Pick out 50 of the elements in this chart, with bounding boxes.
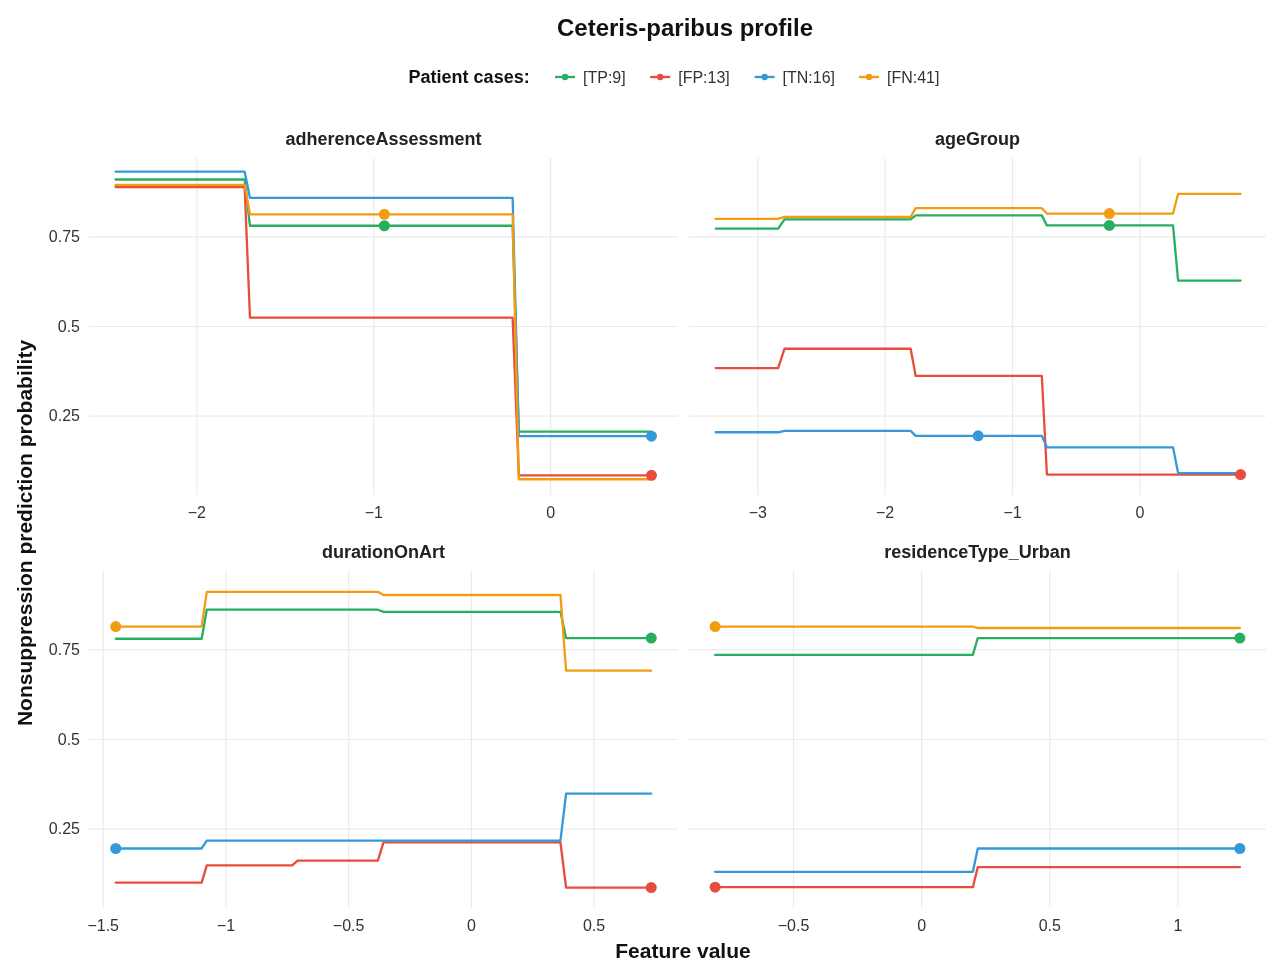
point — [1103, 219, 1115, 231]
x-tick-label: −2 — [187, 504, 207, 521]
point — [709, 621, 721, 633]
x-tick-label: −1.5 — [87, 917, 120, 934]
y-tick-label: 0.75 — [48, 640, 81, 658]
x-tick-label: 0.5 — [1038, 917, 1061, 934]
y-tick-label: 0.5 — [57, 317, 81, 335]
x-tick-label: −2 — [876, 504, 895, 521]
y-tick-label: 0.25 — [48, 407, 81, 425]
x-tick-label: 1 — [1173, 917, 1183, 934]
chart-title: Ceteris-paribus profile — [556, 14, 814, 41]
x-axis-title: Feature value — [615, 939, 751, 958]
x-tick-label: 0 — [1135, 504, 1145, 521]
chart-subtitle: ageGroup — [934, 129, 1021, 149]
x-tick-label: −0.5 — [777, 917, 810, 934]
chart-subtitle: durationOnArt — [322, 542, 445, 562]
point — [645, 882, 657, 894]
point — [110, 621, 122, 633]
x-tick-label: 0 — [917, 917, 927, 934]
legend-label: [FN:41] — [887, 69, 940, 86]
point — [1234, 632, 1246, 644]
point — [1234, 842, 1246, 854]
point — [378, 220, 390, 232]
legend-label: [FP:13] — [678, 69, 730, 86]
legend-label: [TP:9] — [583, 69, 626, 86]
point — [972, 430, 984, 442]
chart-subtitle: residenceType_Urban — [884, 542, 1071, 562]
point — [645, 430, 657, 442]
x-tick-label: 0 — [546, 504, 556, 521]
point — [709, 881, 721, 893]
point — [645, 632, 657, 644]
y-tick-label: 0.5 — [57, 730, 81, 748]
point — [1103, 208, 1115, 220]
point — [645, 469, 657, 481]
legend-label: [TN:16] — [782, 69, 836, 86]
point — [110, 842, 122, 854]
y-tick-label: 0.25 — [48, 820, 81, 838]
x-tick-label: −1 — [216, 917, 236, 934]
y-tick-label: 0.75 — [48, 227, 81, 245]
x-tick-label: −1 — [1003, 504, 1022, 521]
x-tick-label: −3 — [748, 504, 767, 521]
chart-subtitle: adherenceAssessment — [285, 129, 482, 149]
y-axis-title: Nonsuppression prediction probability — [13, 339, 36, 727]
x-tick-label: −1 — [364, 504, 383, 521]
legend-title: Patient cases: — [408, 67, 530, 87]
point — [378, 208, 390, 220]
x-tick-label: −0.5 — [332, 917, 365, 934]
x-tick-label: 0.5 — [582, 917, 606, 934]
point — [1235, 469, 1247, 481]
x-tick-label: 0 — [466, 917, 476, 934]
